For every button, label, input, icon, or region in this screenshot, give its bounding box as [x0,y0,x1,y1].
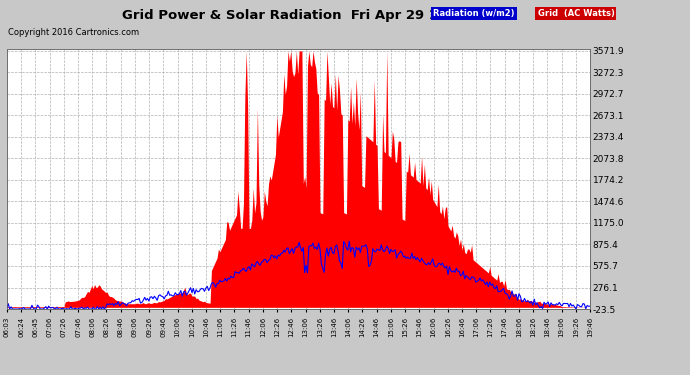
Text: Radiation (w/m2): Radiation (w/m2) [433,9,515,18]
Text: Copyright 2016 Cartronics.com: Copyright 2016 Cartronics.com [8,28,139,37]
Text: Grid  (AC Watts): Grid (AC Watts) [538,9,614,18]
Text: Grid Power & Solar Radiation  Fri Apr 29 19:48: Grid Power & Solar Radiation Fri Apr 29 … [122,9,471,22]
